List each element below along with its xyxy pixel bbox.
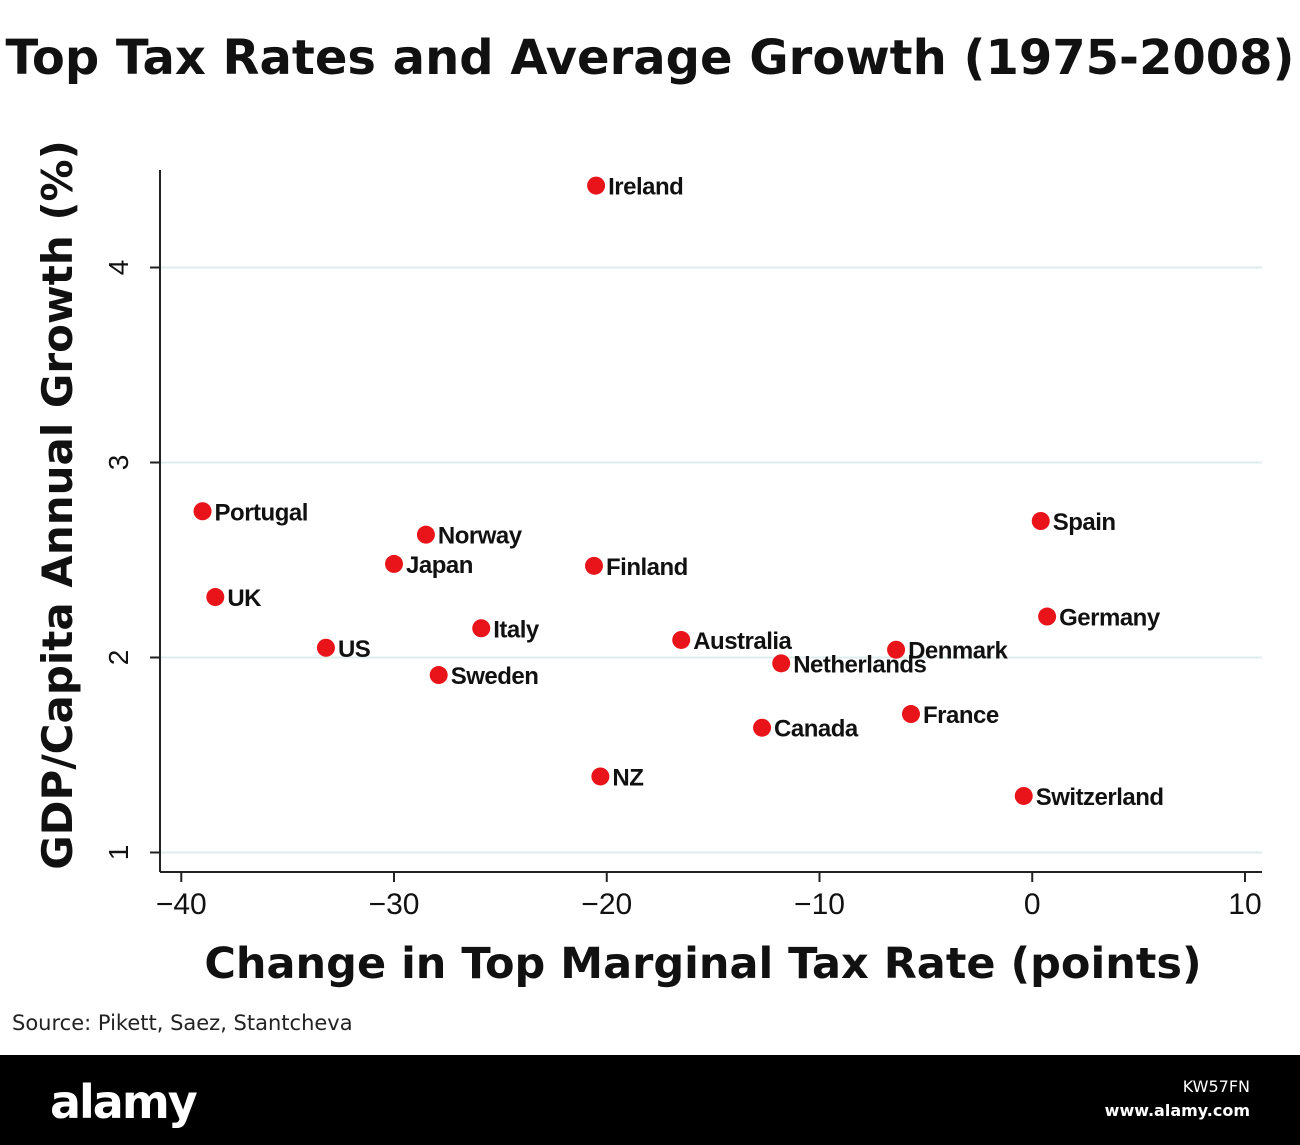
y-tick-label: 1 (103, 845, 134, 861)
x-tick-label: 10 (1228, 888, 1261, 921)
chart-title: Top Tax Rates and Average Growth (1975-2… (5, 30, 1295, 86)
point-label-france: France (923, 702, 999, 729)
point-label-us: US (338, 636, 371, 663)
source-note: Source: Pikett, Saez, Stantcheva (12, 1011, 353, 1035)
point-label-australia: Australia (693, 628, 792, 655)
point-us (316, 638, 335, 657)
point-denmark (887, 640, 906, 659)
point-norway (416, 525, 435, 544)
point-nz (591, 767, 610, 786)
point-label-germany: Germany (1059, 605, 1161, 632)
point-france (901, 705, 920, 724)
grid-lines (160, 266, 1262, 854)
point-label-japan: Japan (406, 552, 473, 579)
point-label-norway: Norway (438, 523, 523, 550)
footer-logo: alamy (50, 1075, 198, 1129)
x-tick-label: 0 (1024, 888, 1041, 921)
point-label-canada: Canada (774, 716, 859, 743)
watermark-footer: alamy KW57FN www.alamy.com (0, 1055, 1300, 1145)
point-label-spain: Spain (1053, 509, 1116, 536)
y-tick-label: 4 (103, 260, 134, 276)
point-label-ireland: Ireland (608, 174, 683, 201)
point-spain (1031, 512, 1050, 530)
point-ireland (587, 176, 606, 195)
point-label-finland: Finland (606, 554, 688, 581)
point-label-portugal: Portugal (215, 499, 308, 526)
point-label-italy: Italy (493, 616, 540, 643)
point-uk (206, 588, 225, 607)
tick-labels: −40 −30 −20 −10 0 10 1 2 3 4 (103, 260, 1262, 921)
scatter-chart: −40 −30 −20 −10 0 10 1 2 3 4 Ireland Portugal Norwa… (33, 140, 1262, 989)
point-italy (472, 619, 491, 638)
axes (159, 170, 1262, 873)
point-sweden (429, 666, 448, 685)
point-switzerland (1014, 786, 1033, 805)
point-portugal (193, 502, 212, 521)
x-tick-label: −20 (581, 888, 632, 921)
y-tick-label: 2 (103, 650, 134, 666)
point-label-sweden: Sweden (451, 663, 539, 690)
point-label-uk: UK (227, 585, 262, 612)
y-tick-label: 3 (103, 455, 134, 471)
point-finland (584, 556, 603, 575)
point-label-denmark: Denmark (908, 638, 1008, 665)
x-axis-label: Change in Top Marginal Tax Rate (points) (204, 939, 1201, 989)
point-canada (753, 718, 772, 737)
y-axis-label: GDP/Capita Annual Growth (%) (33, 140, 82, 870)
point-japan (385, 554, 404, 573)
x-tick-label: −10 (794, 888, 845, 921)
point-label-netherlands: Netherlands (793, 651, 926, 678)
x-tick-label: −30 (369, 888, 420, 921)
footer-url: www.alamy.com (1104, 1101, 1250, 1120)
point-australia (672, 630, 691, 649)
point-germany (1038, 607, 1057, 626)
x-tick-label: −40 (156, 888, 207, 921)
point-netherlands (772, 654, 791, 673)
point-label-nz: NZ (612, 764, 643, 791)
footer-image-code: KW57FN (1182, 1077, 1250, 1096)
point-label-switzerland: Switzerland (1036, 784, 1164, 811)
